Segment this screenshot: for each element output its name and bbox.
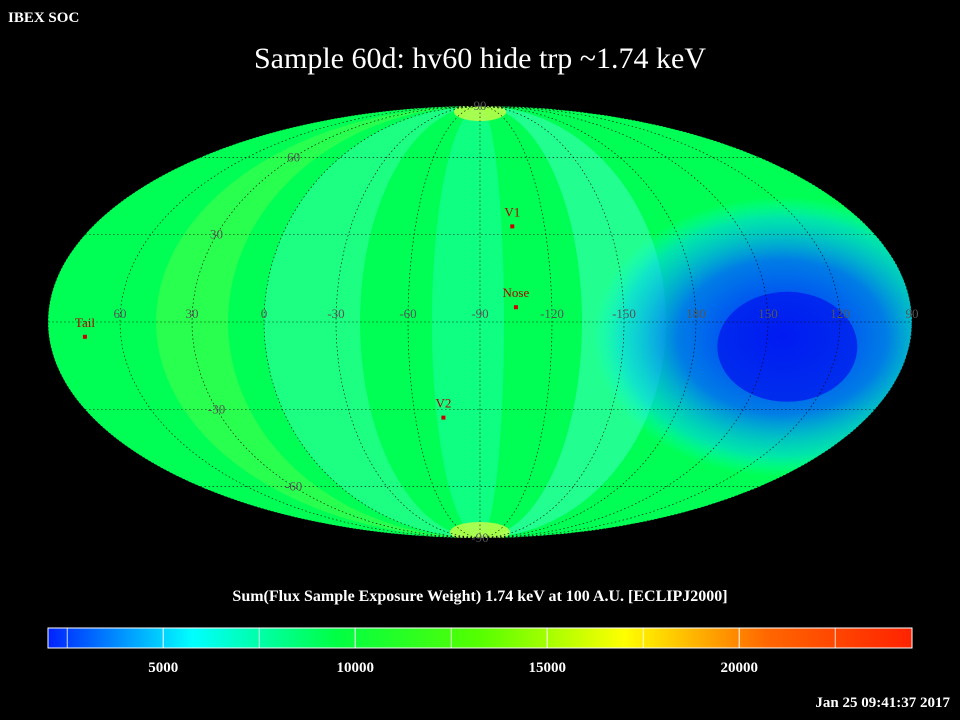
meridian: [479, 105, 553, 539]
soc-label: IBEX SOC: [8, 10, 80, 26]
grid-lines: [47, 105, 913, 539]
south-pole-flux: [450, 522, 510, 538]
marker-label: V2: [435, 396, 451, 411]
lon-label: 30: [186, 306, 199, 321]
flux-band: [432, 106, 504, 538]
meridian: [335, 105, 481, 539]
lat-label: 90: [474, 98, 487, 113]
colorbar-tick-label: 5000: [148, 660, 179, 676]
lon-label: -30: [327, 306, 344, 321]
lat-label: -60: [285, 479, 302, 494]
colorbar-title: Sum(Flux Sample Exposure Weight) 1.74 ke…: [232, 588, 728, 605]
lat-label: -90: [471, 530, 488, 545]
lon-label: 60: [114, 306, 127, 321]
lon-label: 180: [686, 306, 706, 321]
marker-label: V1: [504, 204, 520, 219]
lon-label: -60: [399, 306, 416, 321]
markers: V1 Nose V2 Tail: [75, 204, 530, 420]
colorbar-tick-label: 10000: [336, 660, 374, 676]
map-fill: [48, 106, 912, 538]
colorbar-tick-label: 20000: [720, 660, 758, 676]
page-title: Sample 60d: hv60 hide trp ~1.74 keV: [253, 42, 706, 75]
colorbar-tick-label: 15000: [528, 660, 566, 676]
lon-label: 0: [261, 306, 268, 321]
marker-dot: [441, 415, 446, 420]
marker-label: Nose: [503, 285, 530, 300]
colorbar-dividers: [66, 628, 836, 648]
grid-labels: 60 30 0 -30 -60 -90 -120 -150 180 150 120 90 90 60 30 -…: [114, 98, 919, 545]
flux-band: [156, 106, 463, 538]
north-pole-flux: [454, 106, 506, 121]
flux-band: [264, 106, 472, 538]
lon-label: 150: [758, 306, 778, 321]
lon-label: -120: [540, 306, 564, 321]
lat-label: 60: [287, 149, 300, 164]
lon-label: 120: [830, 306, 850, 321]
marker-dot: [82, 334, 87, 339]
marker-dot: [510, 224, 515, 229]
lon-label: 90: [906, 306, 919, 321]
colorbar: [47, 627, 913, 649]
marker-dot: [513, 305, 518, 310]
lon-label: -90: [471, 306, 488, 321]
lat-label: -30: [208, 401, 225, 416]
low-flux-core: [717, 291, 858, 402]
flux-band: [487, 106, 666, 538]
timestamp: Jan 25 09:41:37 2017: [815, 695, 950, 711]
lat-label: 30: [210, 227, 223, 242]
lon-label: -150: [612, 306, 636, 321]
meridian: [119, 105, 481, 539]
meridian: [479, 105, 913, 539]
marker-label: Tail: [75, 315, 95, 330]
